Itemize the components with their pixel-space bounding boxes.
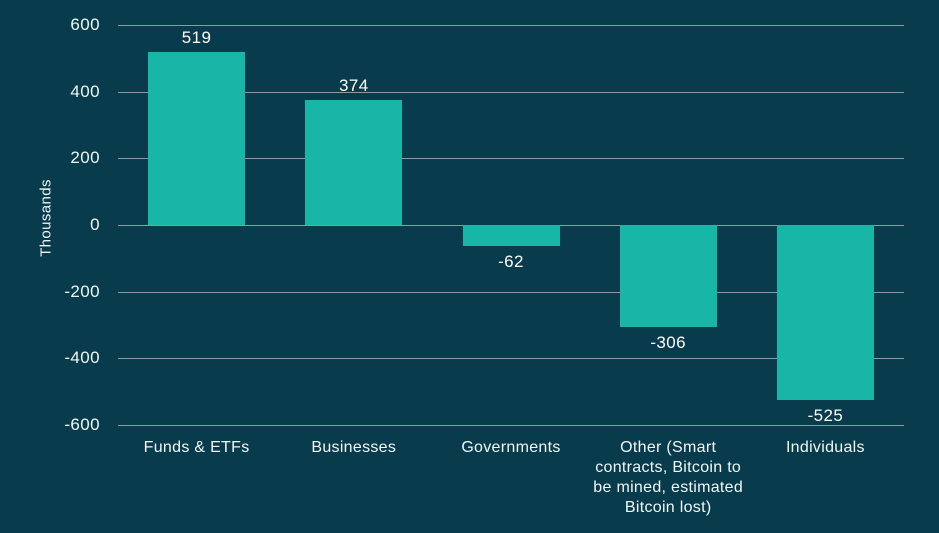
gridline (118, 158, 904, 160)
bar (148, 52, 246, 225)
bar-value-label: 374 (339, 76, 369, 96)
plot-area: 600 400 200 0 -200 -400 -600 519 Funds & ETFs 374… (64, 15, 904, 516)
y-tick-label: -400 (64, 348, 100, 368)
gridline (118, 91, 904, 93)
bar-value-label: -306 (650, 333, 686, 352)
x-axis-label: Businesses (311, 439, 397, 456)
bar (462, 225, 560, 246)
y-tick-label: 0 (90, 215, 100, 234)
gridline (118, 425, 904, 426)
gridline (118, 25, 904, 26)
gridline (118, 291, 904, 293)
y-tick-label: 400 (70, 81, 100, 101)
bar (776, 225, 874, 400)
x-axis-label: Individuals (785, 439, 865, 456)
x-axis-label: Other (Smart contracts, Bitcoin to be mi… (593, 439, 744, 516)
bar (305, 100, 403, 225)
bar-value-label: 519 (181, 28, 212, 47)
y-tick-label: 600 (70, 15, 100, 34)
x-axis-label: Governments (461, 439, 561, 456)
y-tick-label: -200 (64, 281, 100, 301)
y-tick-label: -600 (64, 415, 100, 434)
y-tick-label: 200 (70, 148, 100, 168)
bar-value-label: -525 (807, 406, 844, 425)
bar (619, 225, 717, 327)
gridline (118, 358, 904, 360)
x-axis-label: Funds & ETFs (143, 439, 250, 456)
bar-value-label: -62 (498, 251, 524, 271)
